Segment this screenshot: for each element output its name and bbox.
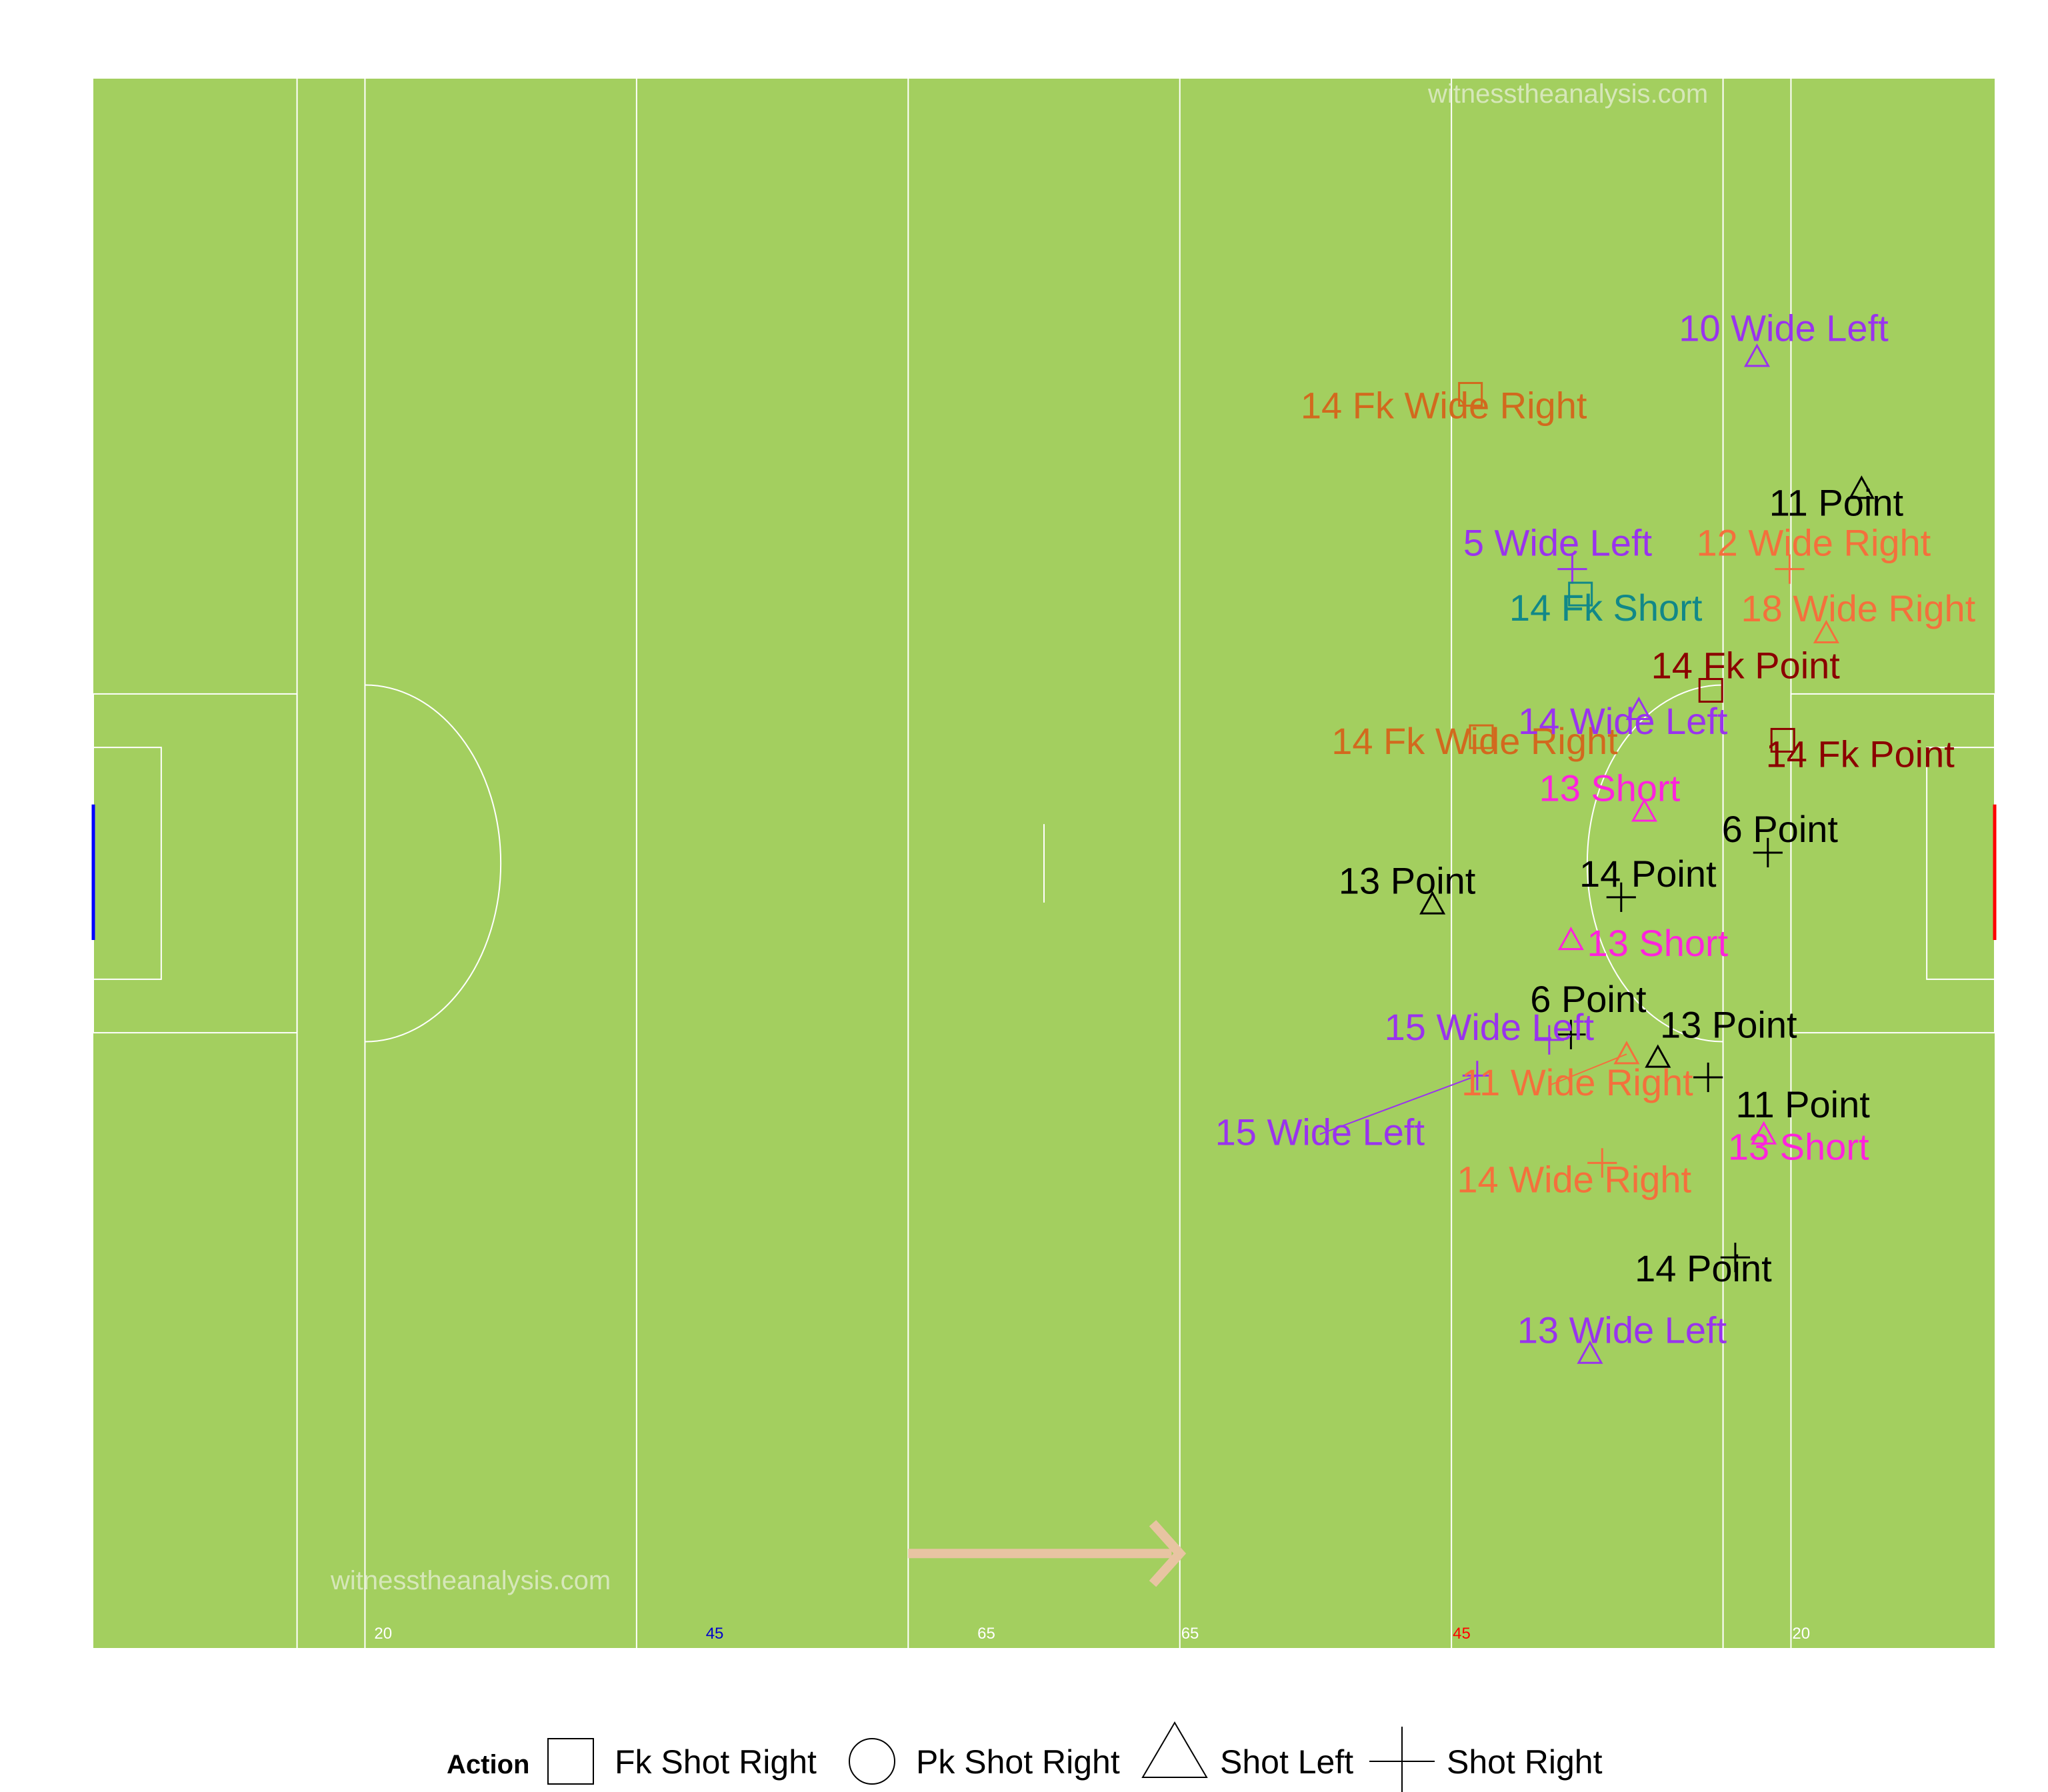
leader-line	[1550, 1053, 1627, 1086]
shot-marker-plus	[1753, 837, 1783, 868]
legend: Action Fk Shot Right Pk Shot Right Shot …	[447, 1721, 1603, 1792]
watermark-top: witnesstheanalysis.com	[1427, 79, 1708, 109]
shot-marker-plus	[1775, 554, 1805, 584]
shot-label: 15 Wide Left	[1215, 1111, 1425, 1153]
shot-marker-square	[1770, 727, 1795, 753]
shot-marker-triangle	[1751, 1121, 1777, 1145]
shot-marker-triangle	[1631, 798, 1657, 822]
shot-label: 11 Wide Right	[1461, 1061, 1693, 1103]
shot-label: 6 Point	[1530, 978, 1647, 1020]
shot-labels: 10 Wide Left 14 Fk Wide Right 11 Point 5 Wi…	[1215, 307, 1976, 1351]
label-leader-lines	[1319, 1053, 1627, 1135]
pitch-tick-label: 45	[1453, 1625, 1471, 1643]
shot-marker-square	[1469, 724, 1494, 749]
arc-right	[1586, 684, 1723, 1043]
shot-marker-triangle	[1613, 1041, 1640, 1065]
shot-marker-plus	[1720, 1243, 1751, 1273]
shot-marker-triangle	[1625, 696, 1652, 721]
legend-label-pk-shot-right: Pk Shot Right	[916, 1743, 1120, 1781]
shot-marker-triangle	[1813, 619, 1839, 644]
shot-label: 14 Fk Point	[1766, 733, 1955, 775]
shot-label: 13 Wide Left	[1517, 1309, 1727, 1351]
shot-label: 15 Wide Left	[1385, 1006, 1595, 1048]
attack-direction-arrow	[908, 1520, 1187, 1587]
pitch-tick-label: 20	[374, 1625, 392, 1643]
shot-marker-triangle	[1577, 1340, 1603, 1364]
pitch-tick-label: 45	[706, 1625, 724, 1643]
arrow-head	[1149, 1520, 1187, 1587]
pitch	[91, 79, 1997, 1648]
arc-left	[365, 684, 502, 1043]
shot-marker-plus	[1587, 1148, 1617, 1178]
shot-marker-plus	[1534, 1025, 1564, 1055]
shot-label: 12 Wide Right	[1697, 522, 1931, 564]
legend-label-shot-left: Shot Left	[1220, 1743, 1353, 1781]
shot-marker-plus	[1557, 554, 1587, 584]
leader-line	[1319, 1075, 1478, 1135]
shot-label: 13 Short	[1728, 1126, 1869, 1168]
shot-label: 14 Wide Right	[1457, 1158, 1691, 1200]
shot-label: 18 Wide Right	[1741, 587, 1976, 629]
shot-marker-plus	[1462, 1061, 1492, 1091]
shot-label: 14 Fk Point	[1651, 645, 1841, 687]
shot-label: 6 Point	[1722, 808, 1839, 850]
shot-markers	[1419, 343, 1875, 1364]
shot-label: 5 Wide Left	[1463, 522, 1653, 564]
shot-label: 14 Point	[1579, 853, 1717, 895]
shot-label: 14 Fk Short	[1509, 587, 1703, 629]
shot-label: 13 Point	[1660, 1004, 1797, 1046]
shot-marker-square	[1458, 381, 1483, 407]
shot-marker-plus	[1556, 1019, 1586, 1049]
shot-marker-plus	[1693, 1062, 1723, 1093]
shot-marker-square	[1568, 581, 1593, 607]
shot-marker-triangle	[1557, 926, 1584, 951]
legend-circle-icon	[849, 1738, 895, 1785]
shot-marker-plus	[1606, 882, 1636, 912]
legend-label-fk-shot-right: Fk Shot Right	[615, 1743, 817, 1781]
shot-label: 14 Fk Wide Right	[1301, 384, 1587, 426]
watermark-bottom: witnesstheanalysis.com	[330, 1566, 611, 1595]
shot-label: 10 Wide Left	[1679, 307, 1889, 349]
shot-label: 11 Point	[1735, 1083, 1870, 1125]
shot-label: 11 Point	[1769, 481, 1904, 523]
shot-label: 13 Short	[1587, 922, 1729, 964]
legend-triangle-icon	[1141, 1721, 1208, 1778]
shot-marker-triangle	[1848, 475, 1875, 499]
legend-label-shot-right: Shot Right	[1447, 1743, 1603, 1781]
pitch-tick-label: 65	[1181, 1625, 1199, 1643]
pitch-tick-label: 65	[977, 1625, 995, 1643]
shot-marker-square	[1698, 678, 1723, 703]
shot-label: 14 Wide Left	[1518, 700, 1728, 742]
pitch-tick-label: 20	[1792, 1625, 1810, 1643]
shot-marker-triangle	[1419, 891, 1446, 915]
legend-plus-icon	[1369, 1727, 1435, 1792]
shot-label: 13 Short	[1539, 767, 1681, 809]
shot-label: 14 Fk Wide Right	[1331, 720, 1618, 762]
shot-marker-triangle	[1743, 343, 1771, 367]
legend-title: Action	[447, 1750, 529, 1779]
shot-label: 14 Point	[1635, 1247, 1772, 1289]
legend-square-icon	[547, 1738, 594, 1785]
shot-marker-triangle	[1645, 1044, 1671, 1068]
pitch-tick-labels: 20 45 65 65 45 20	[374, 1625, 1810, 1643]
shot-label: 13 Point	[1339, 860, 1476, 902]
